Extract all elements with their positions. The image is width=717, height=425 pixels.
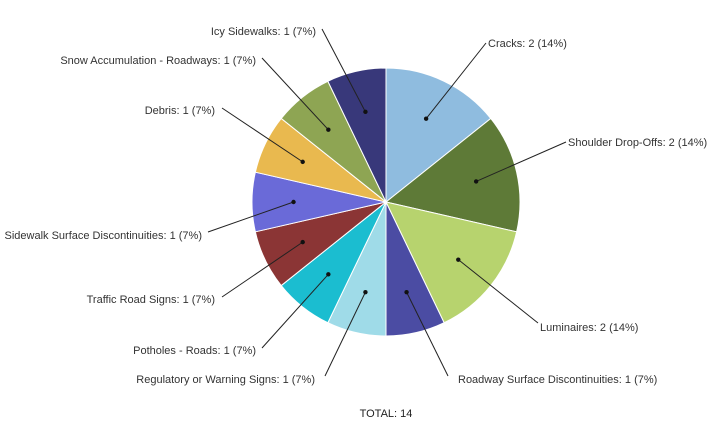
leader-line-8 (221, 107, 303, 163)
leader-dot-6 (300, 239, 305, 245)
leader-dot-8 (300, 159, 305, 165)
leader-dot-5 (326, 272, 331, 277)
leader-line-5 (261, 273, 329, 349)
pie-slice-10 (327, 67, 387, 203)
slice-labels: Cracks: 2 (14%) Shoulder Drop-Offs: 2 (14… (5, 26, 708, 386)
leader-line-9 (261, 57, 329, 131)
pie-slice-1 (384, 117, 521, 233)
leader-dot-0 (423, 116, 429, 121)
slice-label-3: Roadway Surface Discontinuities: 1 (7%) (458, 374, 657, 386)
leader-lines (207, 28, 567, 377)
leader-line-10 (321, 28, 366, 113)
slice-label-9: Snow Accumulation - Roadways: 1 (7%) (60, 55, 256, 67)
pie-slice-0 (385, 67, 492, 204)
pie-slices (251, 67, 521, 337)
slice-label-5: Potholes - Roads: 1 (7%) (133, 345, 256, 357)
chart-total: TOTAL: 14 (360, 408, 413, 420)
leader-line-4 (324, 291, 366, 377)
slice-label-0: Cracks: 2 (14%) (488, 38, 567, 50)
leader-dot-4 (363, 289, 368, 295)
leader-line-1 (475, 141, 567, 182)
slice-label-4: Regulatory or Warning Signs: 1 (7%) (136, 374, 315, 386)
leader-dot-7 (291, 199, 296, 205)
leader-dot-3 (404, 289, 409, 295)
leader-line-7 (207, 201, 294, 233)
leader-dot-9 (326, 127, 331, 132)
leader-line-2 (457, 259, 539, 324)
leader-line-3 (406, 291, 449, 377)
leader-dot-10 (363, 109, 368, 115)
slice-label-10: Icy Sidewalks: 1 (7%) (211, 26, 316, 38)
leader-line-6 (221, 241, 303, 298)
leader-dot-1 (473, 179, 479, 184)
slice-label-6: Traffic Road Signs: 1 (7%) (87, 294, 215, 306)
leader-line-0 (425, 42, 487, 120)
slice-label-7: Sidewalk Surface Discontinuities: 1 (7%) (5, 230, 202, 242)
slice-label-2: Luminaires: 2 (14%) (540, 322, 638, 334)
slice-label-1: Shoulder Drop-Offs: 2 (14%) (568, 137, 707, 149)
slice-label-8: Debris: 1 (7%) (145, 105, 215, 117)
leader-dot-2 (456, 257, 461, 262)
